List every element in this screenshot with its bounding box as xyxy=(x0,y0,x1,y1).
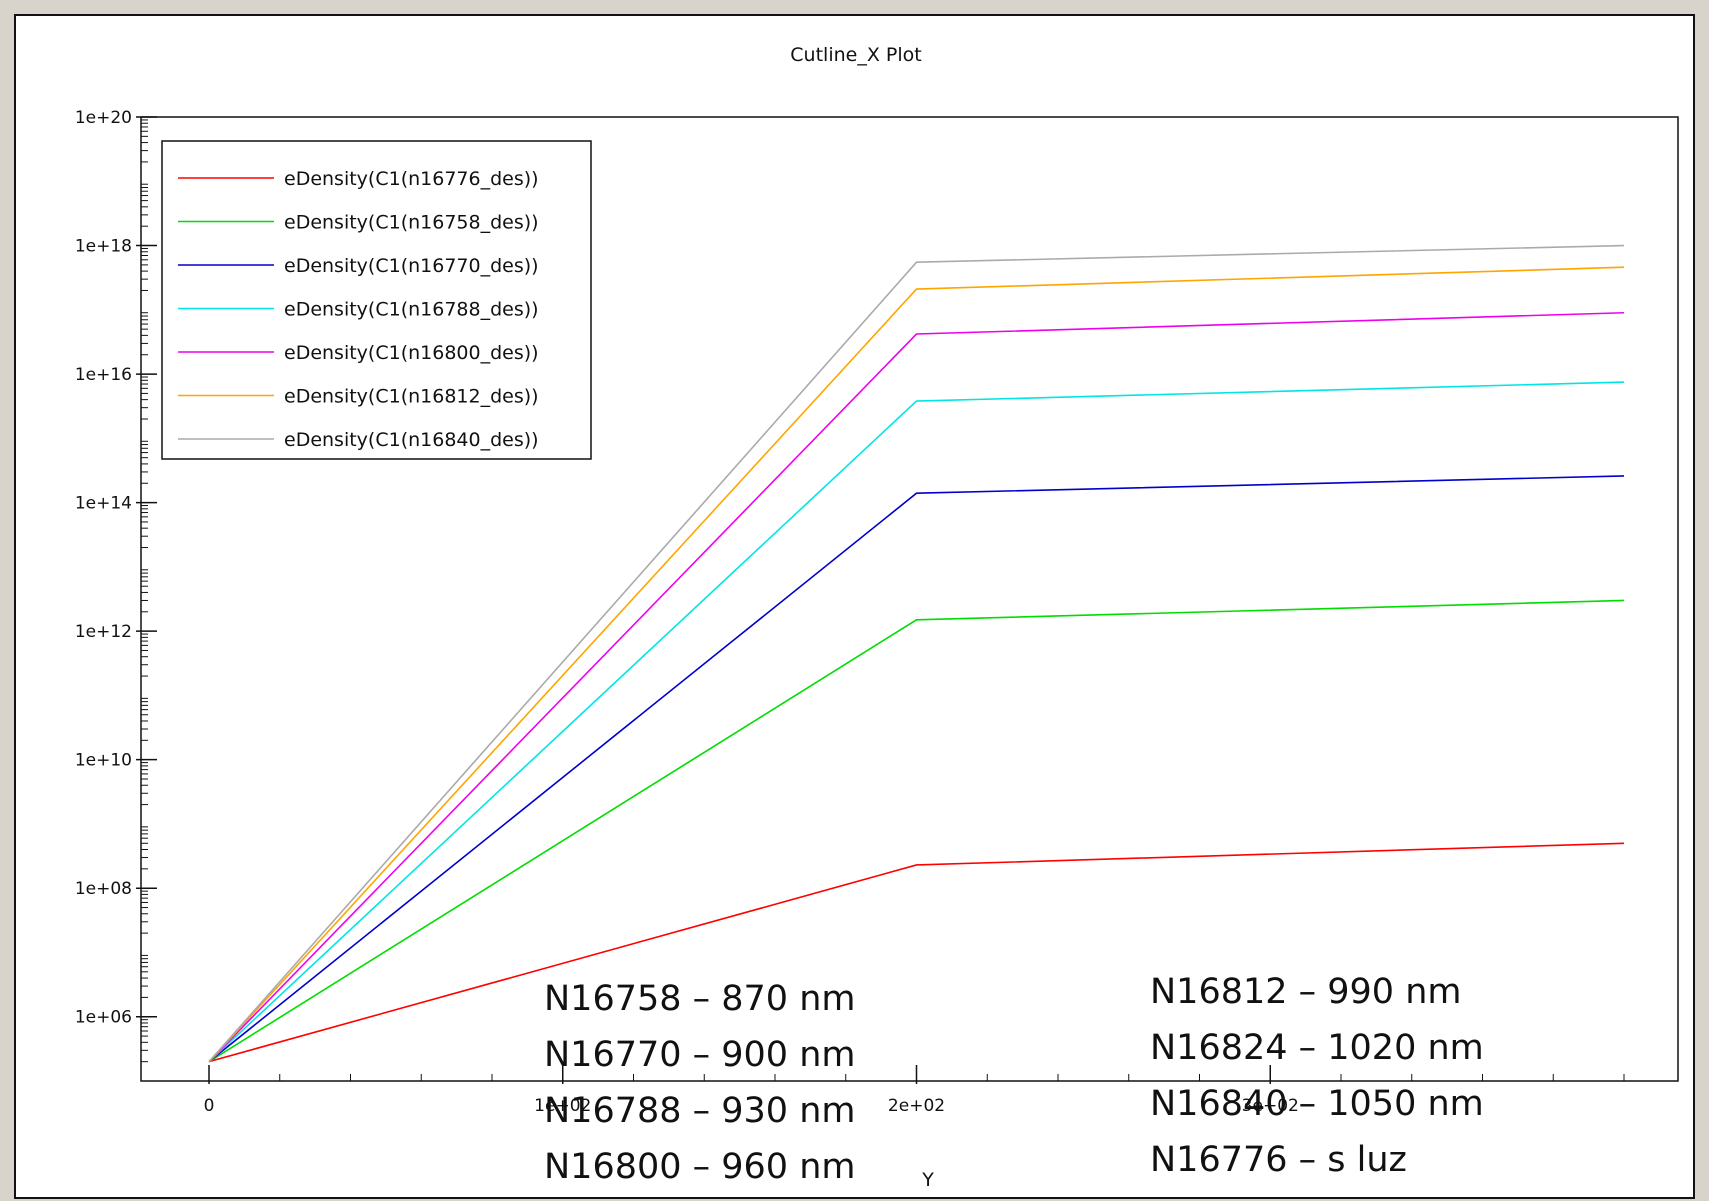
plot-area xyxy=(140,116,1679,1082)
y-tick-label: 1e+10 xyxy=(75,751,132,771)
x-tick-label: 0 xyxy=(204,1096,215,1116)
y-tick-label: 1e+20 xyxy=(75,108,132,128)
legend: eDensity(C1(n16776_des)) eDensity(C1(n167… xyxy=(161,140,592,460)
wavelength-notes-right: N16812 – 990 nm N16824 – 1020 nm N16840 … xyxy=(1150,964,1484,1188)
y-tick-label: 1e+14 xyxy=(75,494,132,514)
series-line xyxy=(208,244,1625,1063)
series-lines xyxy=(208,244,1625,1063)
x-tick-label: 1e+02 xyxy=(534,1096,591,1116)
y-tick-label: 1e+08 xyxy=(75,879,132,899)
legend-box xyxy=(161,140,592,460)
plot-window: Cutline_X Plot 1e+06 1e+08 1e+10 1e+12 1e+14… xyxy=(14,14,1695,1199)
note-line: N16824 – 1020 nm xyxy=(1150,1028,1484,1068)
chart-title: Cutline_X Plot xyxy=(790,44,921,66)
legend-label: eDensity(C1(n16770_des)) xyxy=(284,255,539,277)
legend-label: eDensity(C1(n16840_des)) xyxy=(284,429,539,451)
series-line xyxy=(208,842,1625,1063)
y-axis: 1e+06 1e+08 1e+10 1e+12 1e+14 1e+16 1e+18 1e+20 xyxy=(75,108,157,1063)
y-tick-label: 1e+18 xyxy=(75,237,132,257)
series-line xyxy=(208,475,1625,1063)
note-line: N16812 – 990 nm xyxy=(1150,972,1462,1012)
x-tick-label: 3e+02 xyxy=(1242,1096,1299,1116)
y-tick-label: 1e+06 xyxy=(75,1008,132,1028)
series-line xyxy=(208,599,1625,1063)
series-line xyxy=(208,266,1625,1063)
x-axis: 0 1e+02 2e+02 3e+02 xyxy=(204,1065,1625,1116)
legend-label: eDensity(C1(n16812_des)) xyxy=(284,386,539,408)
note-line: N16776 – s luz xyxy=(1150,1140,1407,1180)
y-tick-label: 1e+16 xyxy=(75,365,132,385)
x-axis-label: Y xyxy=(921,1169,934,1191)
note-line: N16770 – 900 nm xyxy=(544,1035,856,1075)
legend-label: eDensity(C1(n16776_des)) xyxy=(284,168,539,190)
wavelength-notes-left: N16758 – 870 nm N16770 – 900 nm N16788 –… xyxy=(544,971,855,1195)
y-tick-label: 1e+12 xyxy=(75,622,132,642)
legend-label: eDensity(C1(n16758_des)) xyxy=(284,212,539,234)
series-line xyxy=(208,311,1625,1063)
x-tick-label: 2e+02 xyxy=(888,1096,945,1116)
note-line: N16758 – 870 nm xyxy=(544,979,856,1019)
chart: Cutline_X Plot 1e+06 1e+08 1e+10 1e+12 1e+14… xyxy=(75,44,1679,1191)
legend-label: eDensity(C1(n16800_des)) xyxy=(284,342,539,364)
legend-label: eDensity(C1(n16788_des)) xyxy=(284,299,539,321)
note-line: N16840 – 1050 nm xyxy=(1150,1084,1484,1124)
series-line xyxy=(208,381,1625,1063)
note-line: N16800 – 960 nm xyxy=(544,1147,856,1187)
note-line: N16788 – 930 nm xyxy=(544,1091,856,1131)
